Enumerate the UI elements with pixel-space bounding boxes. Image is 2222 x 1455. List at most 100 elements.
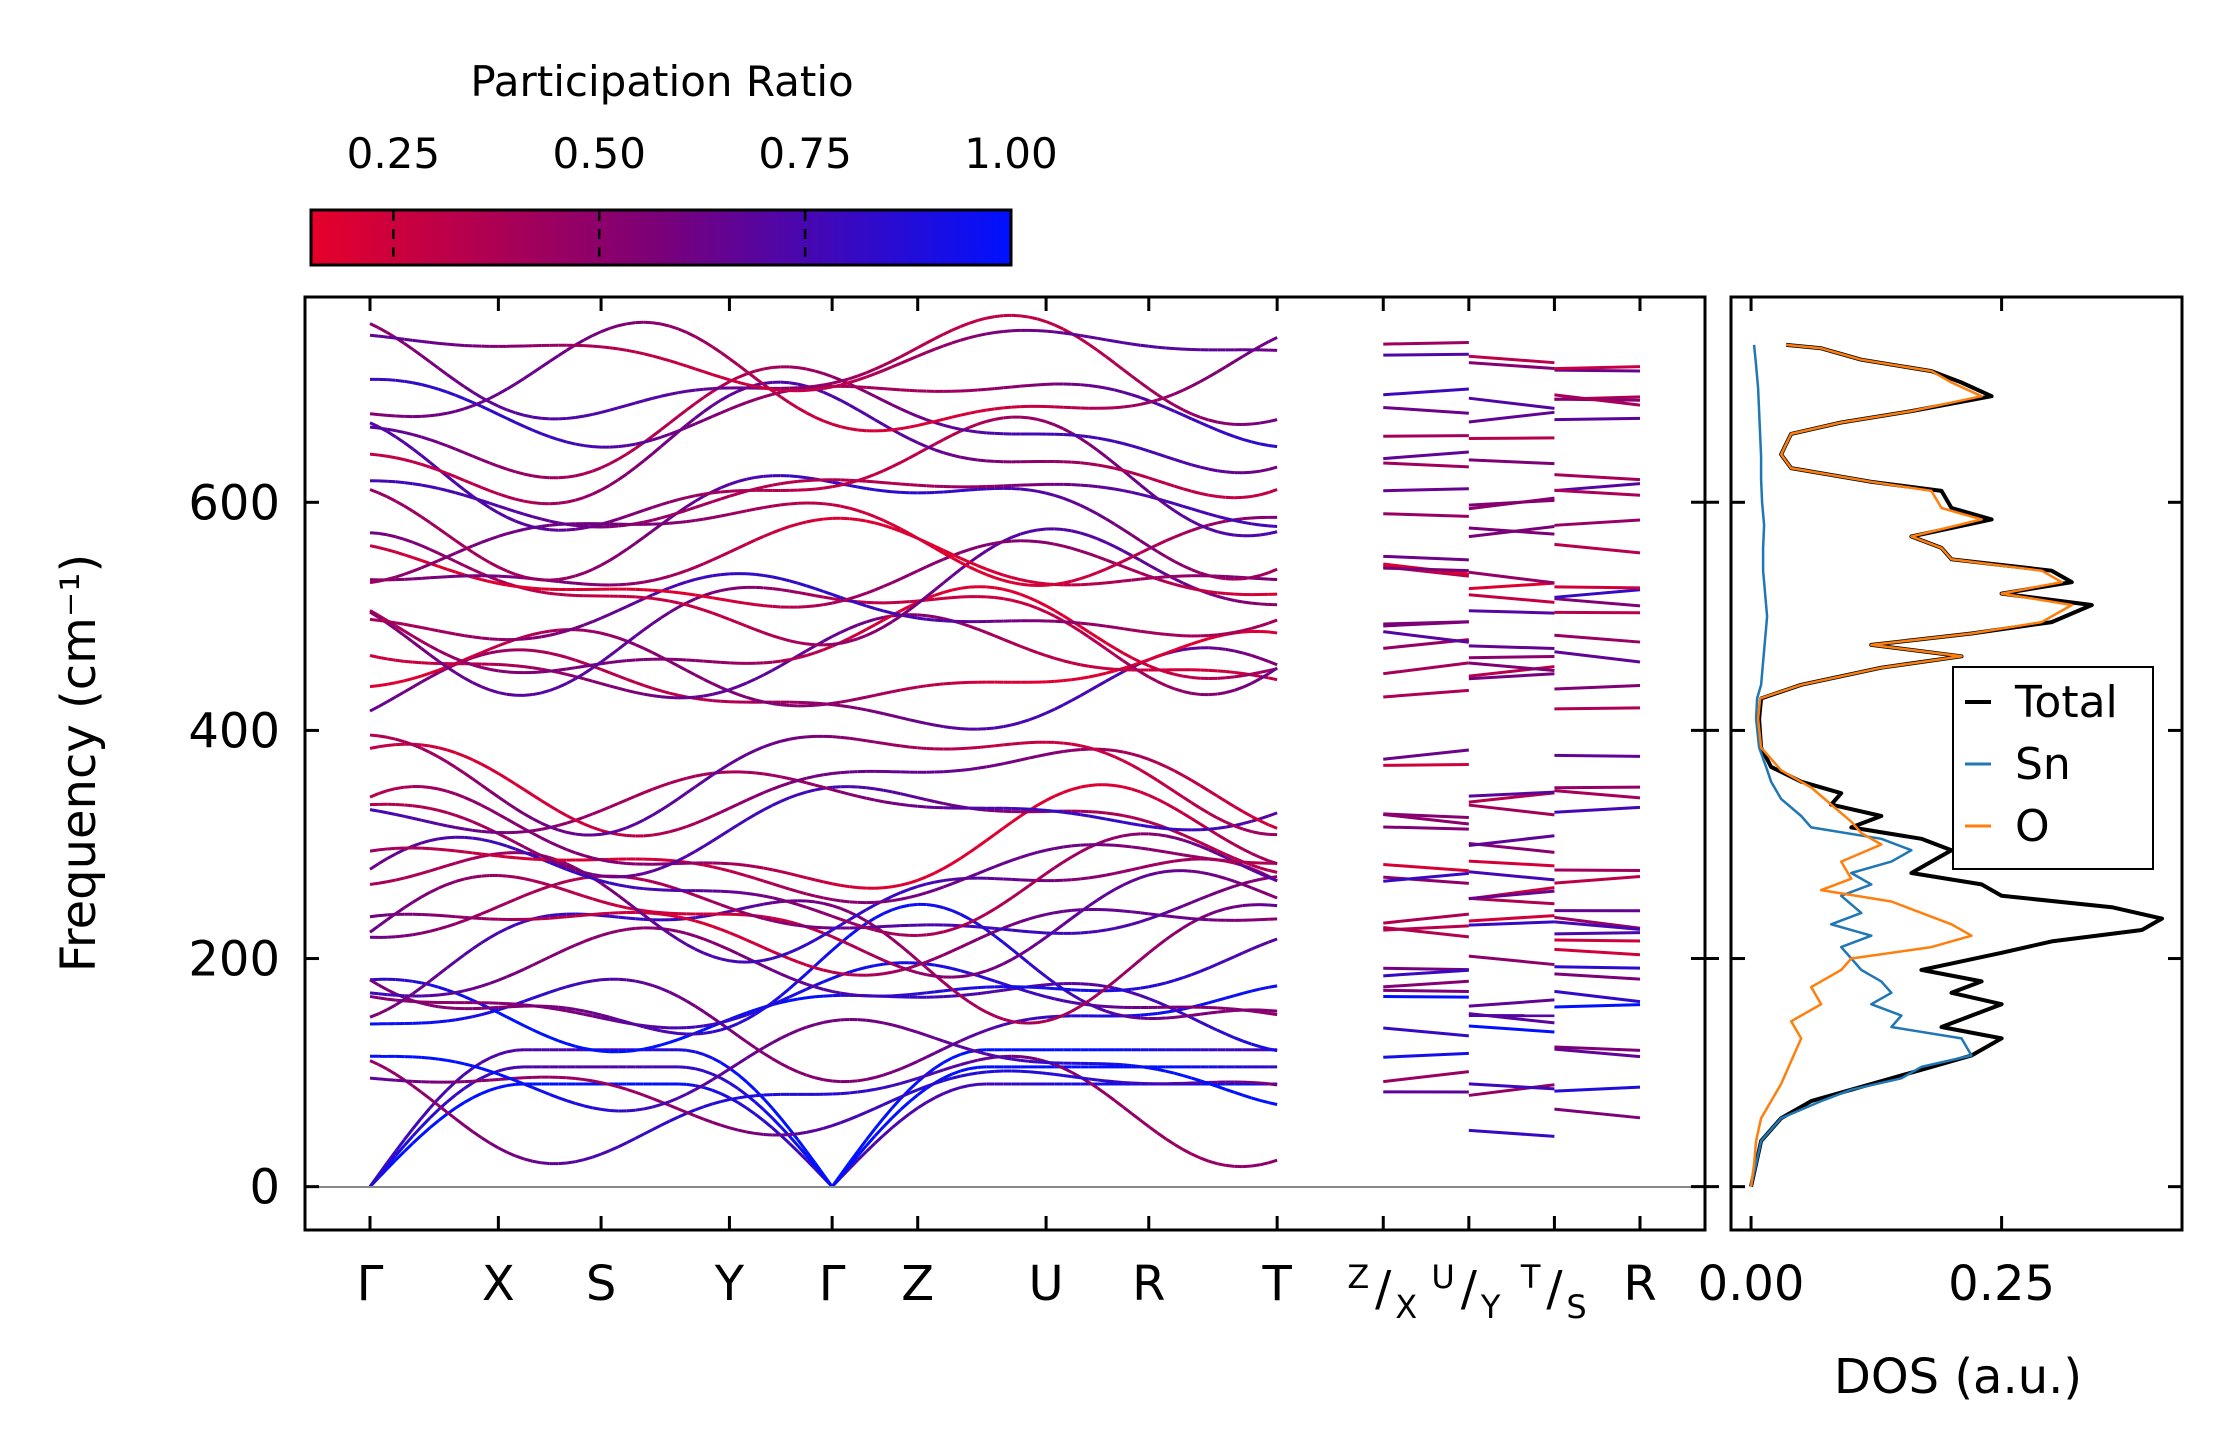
band-segment xyxy=(968,624,979,631)
band-segment xyxy=(540,633,551,639)
band-segment xyxy=(1088,982,1098,987)
band-segment xyxy=(857,706,867,712)
band-segment xyxy=(583,334,594,342)
band-segment xyxy=(437,555,448,562)
band-segment xyxy=(1250,815,1261,823)
band-segment xyxy=(1165,398,1176,407)
band-segment xyxy=(1182,413,1193,421)
band-segment xyxy=(763,917,773,923)
band-segment xyxy=(865,903,876,912)
band-segment xyxy=(626,348,636,354)
band-segment xyxy=(395,978,405,982)
band-segment xyxy=(1097,336,1107,342)
band-segment xyxy=(865,588,876,595)
band-segment xyxy=(1019,853,1030,859)
band-segment xyxy=(471,494,483,504)
band-segment xyxy=(908,1106,919,1116)
band-segment xyxy=(848,594,859,601)
band-segment xyxy=(686,494,696,499)
band-segment xyxy=(1217,825,1227,830)
band-segment xyxy=(634,1132,645,1140)
band-segment xyxy=(891,891,902,898)
band-segment xyxy=(643,813,654,822)
band-segment xyxy=(626,873,636,878)
band-segment xyxy=(1037,1015,1047,1020)
band-segment xyxy=(891,714,901,720)
band-segment xyxy=(1028,416,1038,421)
band-segment xyxy=(737,542,748,550)
band-segment xyxy=(1208,633,1218,638)
band-y-tick-label: 0 xyxy=(249,1160,280,1216)
band-segment xyxy=(857,371,867,378)
band-segment xyxy=(643,887,653,891)
band-segment xyxy=(1105,817,1115,823)
band-segment xyxy=(977,458,987,463)
band-segment xyxy=(600,879,610,885)
band-segment xyxy=(609,1015,619,1022)
band-segment xyxy=(1113,883,1124,891)
band-segment xyxy=(1148,655,1158,662)
band-segment xyxy=(985,567,996,574)
band-segment xyxy=(1216,428,1227,435)
band-segment xyxy=(917,746,927,750)
band-segment xyxy=(831,641,841,646)
band-segment xyxy=(806,487,816,492)
band-segment xyxy=(1268,811,1278,818)
band-segment xyxy=(831,503,841,508)
band-segment xyxy=(985,1026,996,1032)
band-segment xyxy=(711,940,722,948)
band-segment xyxy=(404,659,413,664)
band-segment xyxy=(1028,990,1038,996)
band-segment xyxy=(583,620,594,627)
band-segment xyxy=(677,1048,687,1052)
band-segment xyxy=(455,1016,465,1022)
band-segment xyxy=(865,511,876,519)
band-segment xyxy=(1182,460,1192,467)
band-segment xyxy=(1003,539,1012,544)
band-segment xyxy=(908,951,919,962)
band-segment xyxy=(959,1035,970,1043)
band-segment xyxy=(806,642,816,647)
band-segment xyxy=(883,481,893,485)
band-segment xyxy=(1080,621,1090,626)
band-segment xyxy=(1225,955,1235,962)
band-segment xyxy=(575,664,585,670)
band-segment xyxy=(1088,993,1099,1003)
band-segment xyxy=(703,591,713,597)
band-segment xyxy=(592,876,602,883)
band-segment xyxy=(1182,869,1192,873)
band-segment xyxy=(772,702,781,707)
band-segment xyxy=(977,543,987,549)
band-segment xyxy=(1165,455,1175,461)
band-segment xyxy=(934,544,945,552)
band-segment xyxy=(763,879,773,886)
band-segment xyxy=(891,1081,901,1088)
band-segment xyxy=(1173,1008,1184,1016)
band-segment xyxy=(669,1038,679,1044)
band-segment xyxy=(566,1099,576,1105)
band-segment xyxy=(1105,783,1115,787)
band-segment xyxy=(677,825,688,831)
band-segment xyxy=(925,1066,936,1076)
band-segment xyxy=(1011,758,1021,764)
band-segment xyxy=(746,1008,756,1015)
band-segment xyxy=(574,871,585,878)
band-segment xyxy=(882,620,893,629)
band-segment xyxy=(1174,851,1184,857)
band-segment xyxy=(660,500,670,507)
band-segment xyxy=(660,1100,671,1107)
band-segment xyxy=(1268,859,1278,866)
band-segment xyxy=(1131,393,1141,399)
band-segment xyxy=(908,346,919,354)
band-segment xyxy=(720,1018,730,1025)
band-segment xyxy=(446,653,457,660)
band-segment xyxy=(1071,460,1081,465)
band-segment xyxy=(1122,785,1133,791)
band-segment xyxy=(592,934,602,940)
band-segment xyxy=(609,324,619,330)
band-segment xyxy=(1002,637,1013,645)
band-segment xyxy=(378,334,388,339)
band-segment xyxy=(720,957,730,963)
band-segment xyxy=(404,803,413,808)
